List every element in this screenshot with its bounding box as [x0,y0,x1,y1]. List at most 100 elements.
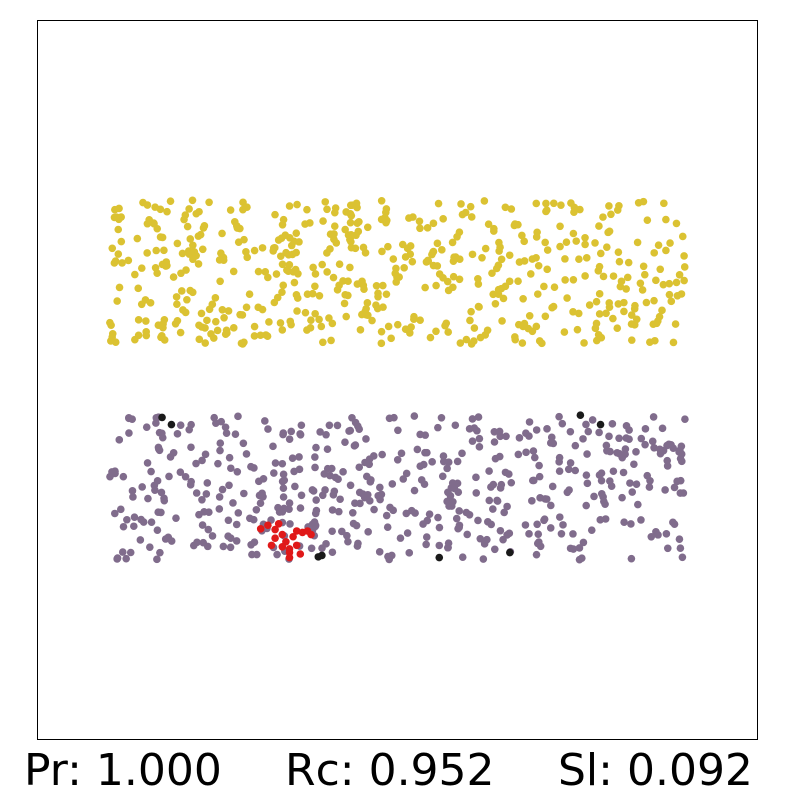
scatter-point [278,543,287,551]
scatter-point [497,255,506,264]
scatter-point [279,429,288,437]
scatter-point [198,456,206,465]
scatter-point [276,252,285,261]
scatter-point [271,210,279,219]
precision-label: Pr: 1.000 [24,745,222,796]
scatter-point [117,213,125,221]
scatter-point [519,294,527,303]
scatter-point [245,290,254,299]
scatter-point [158,233,167,242]
scatter-point [167,420,176,429]
scatter-point [269,442,277,451]
scatter-point [341,438,349,447]
scatter-point [532,254,540,262]
scatter-point [115,283,124,292]
scatter-point [656,265,665,274]
scatter-point [341,291,350,299]
scatter-point [533,290,542,298]
scatter-point [375,548,384,556]
scatter-point [212,419,220,428]
scatter-point [595,222,603,230]
scatter-point [522,429,530,438]
scatter-point [532,550,541,559]
scatter-point [330,222,339,231]
scatter-point [185,205,193,213]
scatter-point [233,467,242,476]
scatter-point [242,248,250,256]
scatter-point [447,502,456,510]
scatter-point [214,459,222,468]
scatter-point [108,244,117,253]
scatter-point [330,235,338,244]
scatter-point [582,471,591,479]
scatter-point [583,479,592,488]
scatter-point [549,199,558,208]
scatter-point [426,333,435,342]
scatter-point [108,333,116,341]
scatter-point [271,459,280,467]
scatter-point [518,231,526,240]
scatter-point [494,261,503,270]
scatter-point [318,551,326,560]
scatter-point [348,509,357,517]
scatter-point [318,260,326,269]
scatter-point [615,257,624,266]
scatter-point [130,522,138,531]
scatter-point [152,246,161,255]
scatter-point [555,412,563,421]
scatter-point [614,300,623,308]
scatter-point [243,203,251,211]
scatter-point [454,524,462,533]
scatter-point [285,499,294,507]
scatter-point [311,309,319,318]
scatter-point [514,277,522,286]
scatter-point [201,324,209,332]
scatter-point [529,447,538,455]
scatter-point [579,538,588,547]
scatter-point [410,412,419,420]
scatter-point [147,518,156,527]
scatter-point [669,518,677,527]
scatter-point [194,260,203,268]
scatter-point [547,433,556,442]
scatter-point [162,262,170,270]
scatter-point [311,270,320,278]
scatter-point [591,324,600,333]
scatter-point [627,520,635,528]
scatter-point [671,320,680,328]
scatter-point [353,219,362,228]
scatter-point [166,197,175,205]
scatter-point [505,251,514,260]
scatter-point [309,487,318,495]
scatter-point [363,299,372,307]
scatter-point [563,294,571,302]
scatter-point [556,242,564,251]
scatter-point [133,234,142,243]
scatter-point [569,229,578,238]
scatter-point [229,499,237,507]
scatter-point [123,515,131,524]
scatter-point [330,230,338,238]
scatter-point [215,493,224,501]
scatter-point [145,215,153,224]
scatter-point [307,530,315,539]
scatter-point [347,232,356,240]
scatter-point [216,439,225,448]
scatter-point [429,219,438,228]
scatter-point [491,300,500,308]
scatter-point [254,303,263,312]
scatter-point [173,430,182,438]
scatter-point [393,273,401,282]
scatter-point [647,532,656,541]
scatter-point [126,548,135,557]
scatter-point [351,441,360,449]
scatter-point [406,329,414,337]
scatter-point [231,430,240,438]
scatter-point [528,476,537,485]
scatter-point [176,421,185,429]
scatter-point [620,307,628,316]
scatter-point [270,469,278,477]
scatter-point [137,264,146,272]
scatter-point [224,307,233,315]
scatter-point [452,514,461,523]
